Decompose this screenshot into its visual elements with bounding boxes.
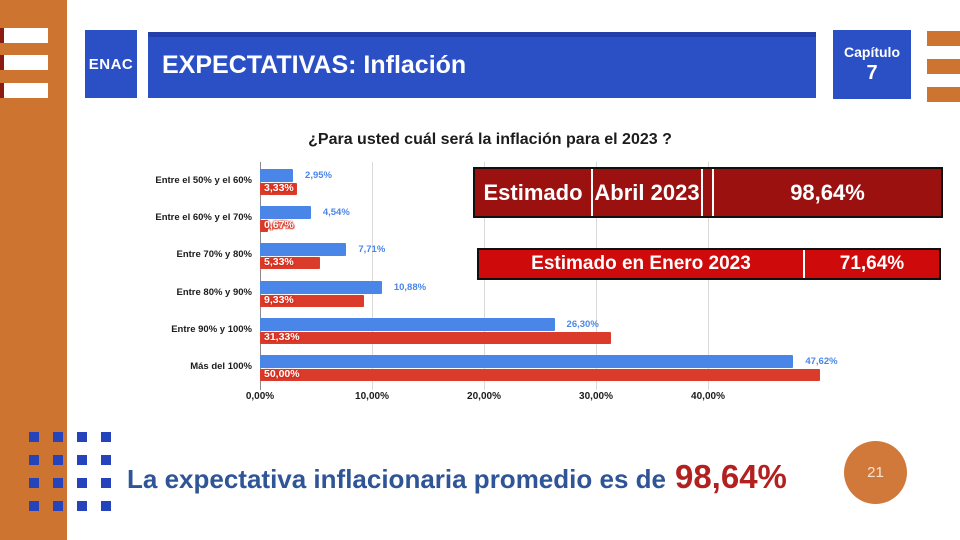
estimate-january-label: Estimado en Enero 2023	[479, 250, 805, 278]
dot	[29, 432, 39, 442]
bar-january-value: 50,00%	[264, 367, 300, 380]
chart-category-label: Entre el 50% y el 60%	[155, 175, 252, 187]
bar-january	[260, 368, 820, 381]
dot	[29, 501, 39, 511]
chart-plot: 2,95% 3,33% 4,54% 0,67% 7,71% 5,33% 10,88% 9,33…	[260, 162, 838, 390]
left-stripe	[4, 28, 48, 43]
left-stripe	[4, 55, 48, 70]
dot	[101, 501, 111, 511]
estimate-april-label-2: Abril 2023	[593, 169, 703, 216]
estimate-april-divider	[703, 169, 714, 216]
dot	[101, 478, 111, 488]
bar-april	[260, 206, 311, 220]
dot	[53, 501, 63, 511]
dots-decoration	[29, 432, 111, 511]
bar-january-value: 3,33%	[264, 182, 294, 194]
left-stripe-cap	[0, 28, 4, 43]
headline-text: La expectativa inflacionaria promedio es…	[127, 464, 666, 494]
chart-category-label: Entre 80% y 90%	[176, 286, 252, 298]
chart-tick-label: 0,00%	[245, 391, 275, 402]
bar-april-value: 26,30%	[566, 318, 599, 330]
enac-logo: ENAC	[85, 30, 137, 98]
estimate-january-value: 71,64%	[839, 253, 905, 274]
bar-january-value: 9,33%	[264, 293, 294, 306]
headline: La expectativa inflacionaria promedio es…	[127, 458, 847, 496]
page-number-badge: 21	[844, 441, 907, 504]
chart-category-label: Entre 90% y 100%	[171, 323, 252, 335]
dot	[77, 478, 87, 488]
chapter-badge: Capítulo 7	[833, 30, 911, 99]
slide-title: EXPECTATIVAS: Inflación	[162, 50, 467, 79]
bar-january	[260, 220, 268, 233]
enac-logo-text: ENAC	[88, 55, 134, 73]
right-stripe	[927, 31, 960, 46]
left-stripe	[4, 83, 48, 98]
bar-january	[260, 257, 320, 270]
estimate-april-value: 98,64%	[790, 179, 865, 205]
right-stripe	[927, 87, 960, 102]
bar-january	[260, 294, 365, 307]
bar-january	[260, 183, 298, 195]
chart-x-axis: 0,00% 10,00% 20,00% 30,00% 40,00%	[246, 391, 820, 405]
chart-gridline	[372, 162, 373, 390]
estimate-april-label-1: Estimado	[475, 169, 593, 216]
left-stripe-cap	[0, 83, 4, 98]
estimate-april-box: Estimado Abril 2023 98,64%	[473, 167, 943, 218]
bar-january	[260, 331, 611, 344]
dot	[77, 432, 87, 442]
chart-tick-label: 30,00%	[579, 391, 613, 402]
chapter-label: Capítulo	[844, 44, 900, 60]
dot	[77, 455, 87, 465]
chart-category-labels: Entre el 50% y el 60% Entre el 60% y el 7…	[138, 162, 252, 385]
bar-april	[260, 169, 294, 182]
dot	[53, 478, 63, 488]
bar-april-value: 2,95%	[305, 170, 332, 181]
right-stripe	[927, 59, 960, 74]
bar-april-value: 47,62%	[805, 355, 838, 367]
dot	[101, 432, 111, 442]
bar-april-value: 10,88%	[393, 281, 427, 293]
dot	[77, 501, 87, 511]
chart-tick-label: 40,00%	[691, 391, 725, 402]
bar-april	[260, 243, 347, 257]
chart-gridline	[260, 162, 261, 390]
chart-category-label: Entre el 60% y el 70%	[155, 212, 252, 224]
chart-category-label: Más del 100%	[190, 360, 252, 372]
chart-category-label: Entre 70% y 80%	[176, 249, 252, 261]
bar-april	[260, 354, 794, 368]
dot	[29, 455, 39, 465]
bar-april-value: 7,71%	[358, 244, 386, 256]
chart-title: ¿Para usted cuál será la inflación para …	[308, 131, 672, 148]
headline-value: 98,64%	[674, 458, 787, 495]
bar-april-value: 4,54%	[322, 207, 350, 219]
estimate-january-box: Estimado en Enero 2023 71,64%	[477, 248, 941, 280]
left-stripe-cap	[0, 55, 4, 70]
dot	[53, 455, 63, 465]
chart-tick-label: 20,00%	[467, 391, 501, 402]
bar-april	[260, 280, 382, 294]
bar-january-value: 5,33%	[264, 256, 294, 269]
bar-january-value: 31,33%	[264, 330, 300, 343]
slide-title-bar: EXPECTATIVAS: Inflación	[148, 32, 816, 98]
dot	[29, 478, 39, 488]
bar-april	[260, 317, 555, 331]
chapter-number: 7	[866, 62, 878, 84]
bar-january-value: 0,67%	[264, 219, 294, 232]
page-number: 21	[867, 464, 884, 481]
dot	[53, 432, 63, 442]
chart-tick-label: 10,00%	[355, 391, 389, 402]
dot	[101, 455, 111, 465]
